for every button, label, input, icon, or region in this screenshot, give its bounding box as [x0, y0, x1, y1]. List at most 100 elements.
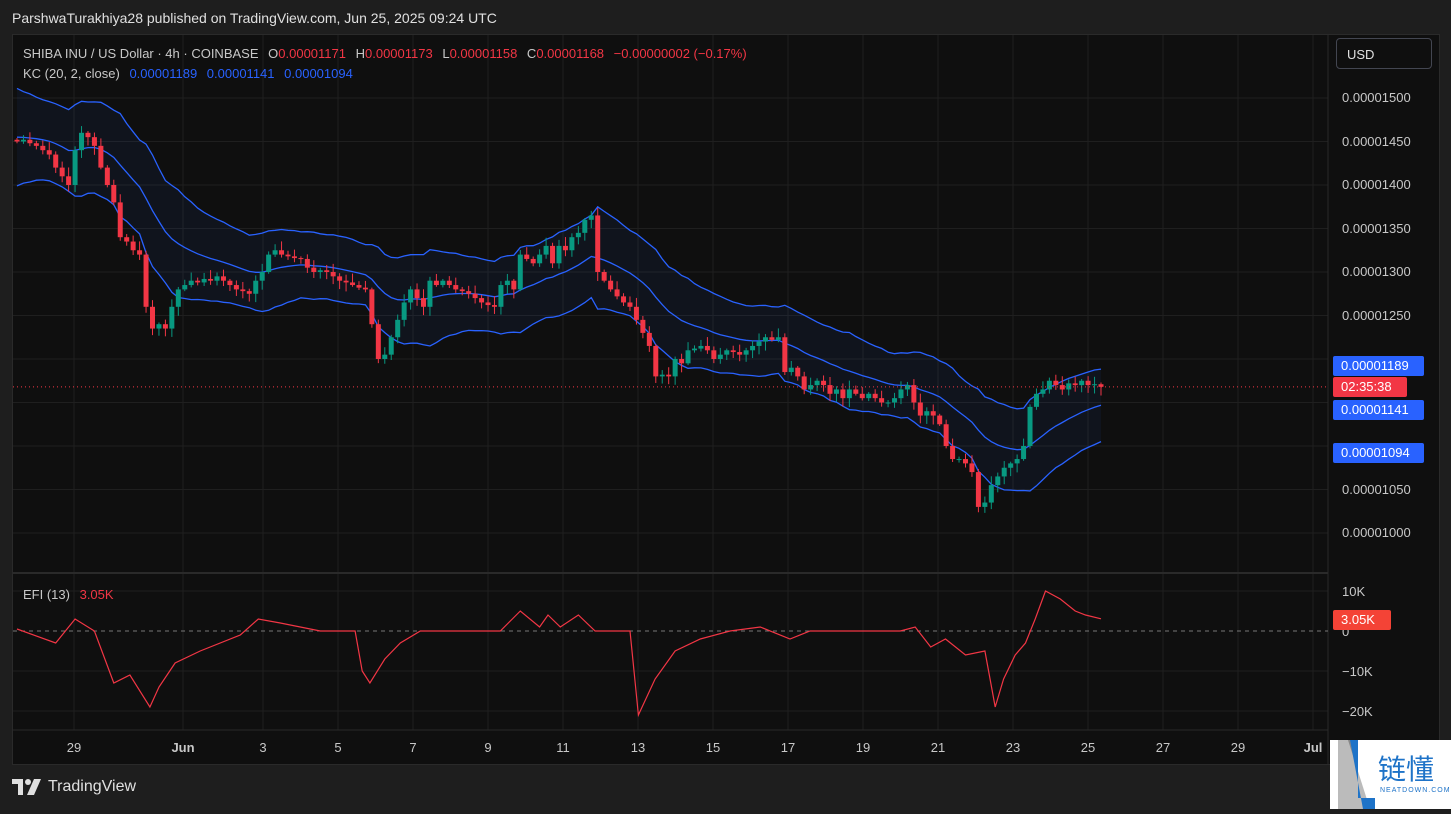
candle-body [143, 254, 149, 307]
candle-body [672, 359, 678, 377]
candle-body [530, 258, 536, 264]
candle-body [421, 298, 426, 307]
kc-mid-value: 0.00001141 [206, 66, 275, 81]
candle-body [640, 319, 646, 333]
candle-body [872, 393, 878, 399]
price-tick: 0.00001400 [1342, 177, 1411, 192]
candle-body [1085, 380, 1091, 386]
candle-body [440, 280, 446, 286]
open-value: 0.00001171 [278, 46, 346, 61]
price-tick: 0.00001050 [1342, 481, 1411, 497]
candle-body [395, 319, 401, 338]
candle-body [704, 345, 710, 351]
candle-body [969, 463, 975, 473]
candle-body [866, 393, 872, 399]
candle-body [795, 367, 801, 377]
candle-body [840, 389, 846, 399]
kc-label[interactable]: KC (20, 2, close) [23, 66, 120, 81]
candle-body [775, 337, 781, 340]
candle-body [188, 280, 194, 286]
candle-body [950, 446, 956, 460]
candle-body [459, 289, 465, 292]
candle-body [175, 289, 181, 307]
candle-body [827, 385, 833, 394]
candle-body [201, 278, 207, 283]
low-label: L [442, 46, 450, 61]
time-tick: 29 [1230, 740, 1246, 755]
candle-body [750, 345, 756, 351]
time-tick: Jul [1303, 740, 1323, 755]
candle-body [821, 380, 827, 386]
kc-upper-value: 0.00001189 [129, 66, 198, 81]
close-value: 0.00001168 [536, 46, 605, 61]
candle-body [995, 476, 1001, 486]
currency-button[interactable]: USD [1336, 38, 1432, 69]
candle-body [472, 293, 478, 299]
candle-body [388, 337, 394, 355]
candle-body [369, 289, 375, 325]
low-value: 0.00001158 [449, 46, 518, 61]
candle-body [1066, 383, 1072, 390]
candle-body [633, 306, 639, 320]
price-tick: 0.00001450 [1342, 133, 1411, 149]
candle-body [588, 215, 594, 220]
candle-body [1014, 459, 1020, 464]
candle-body [504, 280, 510, 286]
price-tick: 0.00001250 [1342, 307, 1411, 323]
candle-body [382, 354, 388, 359]
candle-body [485, 302, 491, 306]
symbol-legend: SHIBA INU / US Dollar · 4h · COINBASE O0… [23, 46, 747, 61]
candle-body [33, 143, 39, 146]
candle-body [853, 389, 859, 394]
candle-body [769, 337, 775, 340]
candle-body [621, 296, 627, 303]
candle-body [898, 389, 904, 399]
countdown-label: 02:35:38 [1333, 377, 1407, 397]
candle-body [724, 350, 730, 355]
candle-body [491, 305, 497, 307]
candle-body [208, 278, 214, 281]
candle-body [833, 389, 839, 394]
candle-body [917, 402, 923, 416]
candle-body [743, 350, 749, 355]
candle-body [240, 289, 246, 292]
candle-body [575, 232, 581, 238]
candle-body [46, 150, 52, 155]
time-tick: 25 [1080, 740, 1096, 755]
price-tick: 0.00001300 [1342, 264, 1411, 279]
candle-body [182, 285, 188, 290]
neatdown-watermark: 链懂 NEATDOWN.COM [1330, 740, 1451, 809]
chart-panel[interactable] [12, 34, 1440, 765]
candle-body [66, 176, 72, 185]
symbol-title[interactable]: SHIBA INU / US Dollar · 4h · COINBASE [23, 46, 259, 61]
candle-body [162, 324, 168, 329]
kc-middle-line [16, 136, 1102, 451]
candle-body [350, 282, 356, 286]
candle-body [737, 352, 743, 355]
candle-body [762, 337, 768, 342]
efi-tick: −10K [1342, 664, 1373, 679]
candle-body [801, 376, 807, 390]
candle-body [892, 398, 898, 403]
efi-legend: EFI (13) 3.05K [23, 587, 114, 602]
candle-body [20, 139, 26, 142]
efi-label[interactable]: EFI (13) [23, 587, 70, 602]
candle-body [1092, 384, 1098, 386]
candle-body [517, 254, 523, 290]
candle-body [1079, 380, 1085, 386]
candle-body [479, 298, 485, 303]
candle-body [195, 280, 201, 283]
kc-lower-value: 0.00001094 [284, 66, 353, 81]
kc-upper-line [16, 87, 1102, 410]
candle-body [285, 254, 291, 257]
efi-tick: 10K [1342, 584, 1366, 599]
candle-body [666, 374, 672, 377]
candle-body [85, 132, 91, 138]
candle-body [1046, 380, 1052, 390]
change-value: −0.00000002 (−0.17%) [613, 46, 747, 61]
candle-body [446, 280, 452, 286]
candle-body [1001, 467, 1007, 477]
candle-body [150, 306, 155, 329]
tradingview-logo[interactable]: TradingView [12, 778, 136, 796]
